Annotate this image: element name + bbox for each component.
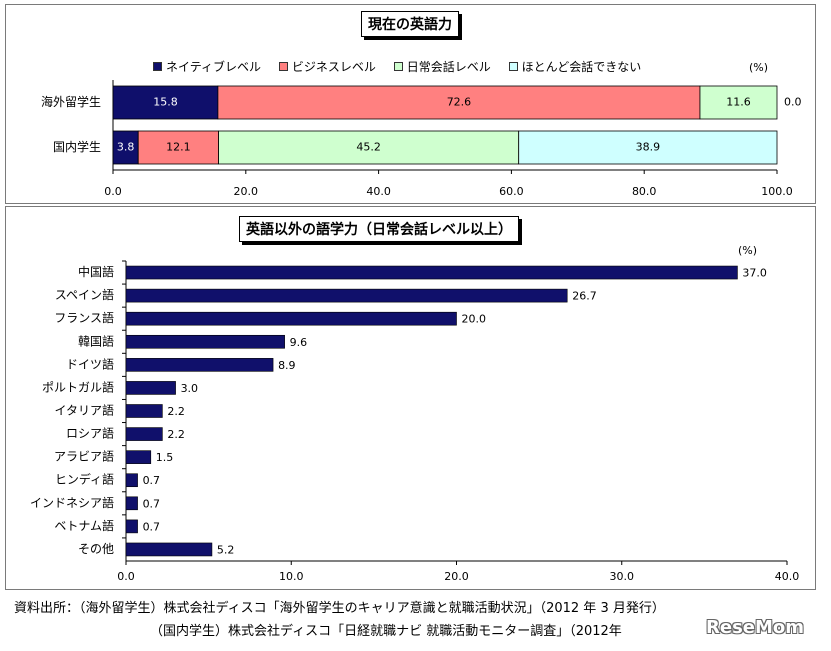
chart2-data-label: 2.2 (167, 428, 185, 441)
chart2-data-label: 5.2 (217, 543, 235, 556)
chart1-data-label: 38.9 (636, 141, 661, 154)
chart1-x-tick-label: 80.0 (632, 185, 657, 198)
chart2-bar (125, 334, 285, 349)
chart1-unit-label: (%) (749, 61, 769, 74)
chart1-data-label: 15.8 (153, 96, 178, 109)
legend-item-daily: 日常会話レベル (393, 58, 491, 75)
chart1-data-label: 0.0 (784, 96, 802, 109)
chart2-bar (125, 311, 457, 326)
chart2-bar (125, 496, 138, 511)
chart2-x-tick-label: 40.0 (775, 570, 800, 583)
chart2-x-tick-label: 10.0 (279, 570, 304, 583)
chart2-category-label: ポルトガル語 (42, 379, 114, 394)
chart2-bar (125, 404, 163, 418)
chart2-category-label: 韓国語 (78, 333, 114, 348)
chart2-category-label: フランス語 (54, 310, 114, 325)
chart1-x-tick-label: 100.0 (761, 185, 793, 198)
legend-swatch-business (278, 62, 288, 71)
legend-item-none: ほとんど会話できない (508, 58, 642, 75)
chart2-category-label: インドネシア語 (30, 495, 114, 510)
chart1-bar-segment (218, 130, 520, 165)
chart2-bar (125, 427, 163, 441)
chart1-x-tick-label: 20.0 (234, 185, 259, 198)
chart2-data-label: 0.7 (143, 497, 161, 510)
chart2-category-label: アラビア語 (54, 449, 114, 464)
legend-label-none: ほとんど会話できない (521, 60, 642, 74)
chart2-data-label: 37.0 (742, 267, 767, 280)
chart2-bar (125, 450, 152, 464)
chart2-category-label: ロシア語 (66, 426, 114, 441)
chart1-data-label: 12.1 (166, 141, 191, 154)
chart1-bar-segment (217, 85, 701, 120)
chart2-data-label: 9.6 (290, 336, 308, 349)
chart2-category-label: ベトナム語 (54, 518, 114, 533)
legend-item-native: ネイティブレベル (153, 58, 261, 75)
chart2-data-label: 26.7 (572, 290, 597, 303)
chart1-data-label: 3.8 (117, 141, 135, 154)
legend-swatch-daily (393, 62, 403, 71)
chart1-bar-segment (518, 130, 778, 165)
chart2-data-label: 8.9 (278, 359, 296, 372)
chart2-title: 英語以外の語学力（日常会話レベル以上） (239, 216, 519, 242)
legend-label-business: ビジネスレベル (291, 60, 376, 74)
chart2-bar (125, 381, 176, 395)
chart2-bar (125, 519, 138, 534)
chart2-category-label: ドイツ語 (66, 356, 114, 371)
chart2-bar (125, 265, 738, 280)
chart1-title: 現在の英語力 (361, 11, 459, 37)
resemom-logo: ReseMom (706, 617, 805, 638)
chart1-bar-segment (699, 85, 778, 120)
source-line-2: （国内学生）株式会社ディスコ「日経就職ナビ 就職活動モニター調査」（2012年 (150, 624, 622, 639)
chart1-data-label: 11.6 (726, 96, 751, 109)
chart2-category-label: その他 (78, 542, 114, 556)
chart2-data-label: 1.5 (156, 451, 174, 464)
chart1-x-tick-label: 40.0 (366, 185, 391, 198)
chart1-legend: ネイティブレベル ビジネスレベル 日常会話レベル ほとんど会話できない (153, 58, 655, 75)
chart2-category-label: ヒンディ語 (55, 472, 114, 487)
chart2-unit-label: (%) (738, 244, 758, 257)
chart2-x-tick-label: 0.0 (117, 570, 135, 583)
legend-label-native: ネイティブレベル (166, 60, 262, 74)
chart2-data-label: 2.2 (167, 405, 185, 418)
legend-swatch-none (508, 62, 518, 71)
chart2-x-tick-label: 20.0 (444, 570, 469, 583)
chart1-bar-segment (112, 85, 219, 120)
chart1-data-label: 72.6 (447, 96, 472, 109)
legend-label-daily: 日常会話レベル (406, 60, 491, 74)
chart2-data-label: 3.0 (181, 382, 199, 395)
chart2-bar (125, 288, 568, 303)
chart1-bar-segment (112, 130, 139, 165)
chart2-bar (125, 542, 213, 557)
chart2-category-label: 中国語 (78, 264, 114, 279)
chart2-x-tick-label: 30.0 (610, 570, 635, 583)
chart2-data-label: 20.0 (462, 313, 487, 326)
chart1-data-label: 45.2 (356, 141, 381, 154)
legend-item-business: ビジネスレベル (278, 58, 376, 75)
chart2-bar (125, 473, 138, 488)
chart2-data-label: 0.7 (143, 474, 161, 487)
chart2-bar (125, 358, 274, 372)
chart2-data-label: 0.7 (143, 520, 161, 533)
chart2-category-label: イタリア語 (54, 403, 114, 418)
legend-swatch-native (153, 62, 162, 71)
chart1-x-tick-label: 0.0 (104, 185, 122, 198)
chart2-category-label: スペイン語 (55, 287, 114, 302)
chart1-category-label: 国内学生 (53, 139, 101, 154)
chart1-category-label: 海外留学生 (41, 94, 101, 109)
chart1-x-tick-label: 60.0 (499, 185, 524, 198)
source-line-1: 資料出所：（海外留学生）株式会社ディスコ「海外留学生のキャリア意識と就職活動状況… (14, 601, 665, 616)
